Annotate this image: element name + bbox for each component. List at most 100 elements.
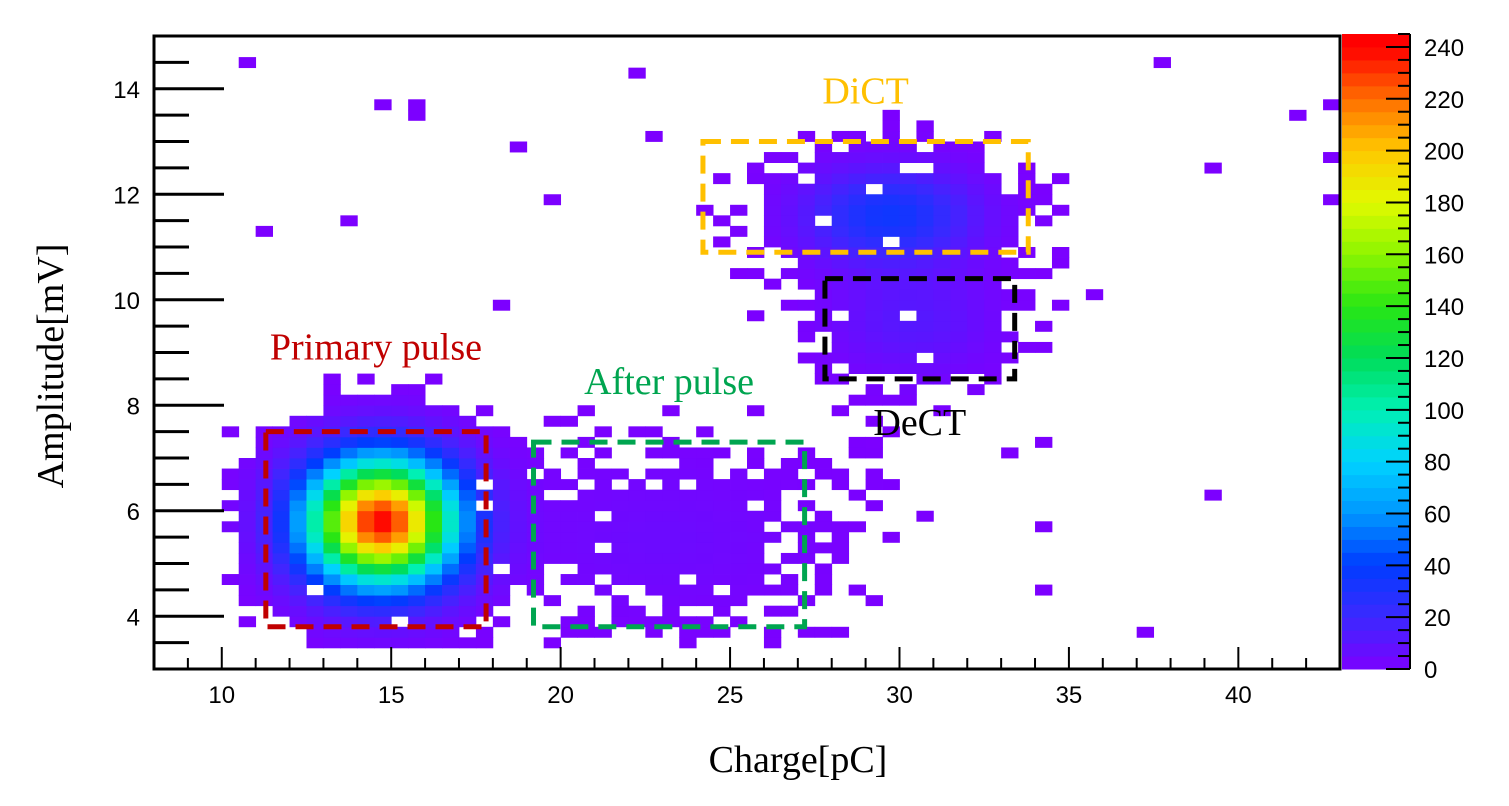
heatmap-cell	[831, 531, 850, 543]
heatmap-cell	[1035, 320, 1053, 332]
heatmap-cell	[797, 194, 816, 206]
heatmap-cell	[306, 447, 324, 459]
heatmap-cell	[916, 130, 934, 142]
heatmap-cell	[357, 458, 375, 469]
heatmap-cell	[916, 331, 934, 343]
heatmap-cell	[865, 436, 883, 448]
heatmap-cell	[814, 141, 833, 153]
heatmap-cell	[747, 173, 765, 185]
heatmap-cell	[577, 489, 595, 501]
heatmap-cell	[882, 268, 900, 280]
heatmap-cell	[865, 479, 883, 491]
heatmap-cell	[238, 531, 257, 543]
heatmap-cell	[577, 542, 595, 554]
heatmap-cell	[713, 531, 731, 543]
heatmap-cell	[984, 352, 1002, 364]
heatmap-cell	[543, 415, 562, 427]
heatmap-cell	[340, 468, 358, 480]
heatmap-cell	[814, 268, 833, 280]
heatmap-cell	[679, 626, 697, 638]
heatmap-cell	[713, 563, 731, 575]
heatmap-cell	[1051, 173, 1070, 185]
heatmap-cell	[882, 120, 900, 132]
heatmap-cell	[984, 130, 1002, 142]
heatmap-cell	[730, 204, 748, 216]
heatmap-cell	[662, 552, 680, 564]
heatmap-cell	[713, 626, 731, 638]
heatmap-cell	[408, 584, 426, 596]
heatmap-cell	[306, 616, 324, 628]
heatmap-cell	[1085, 289, 1104, 301]
heatmap-cell	[780, 574, 799, 585]
heatmap-cell	[899, 352, 917, 364]
heatmap-cell	[628, 531, 646, 543]
heatmap-cell	[577, 468, 595, 480]
heatmap-cell	[865, 320, 883, 332]
heatmap-cell	[391, 563, 409, 575]
heatmap-cell	[391, 574, 409, 585]
heatmap-cell	[526, 510, 545, 522]
heatmap-cell	[899, 204, 917, 216]
heatmap-cell	[916, 257, 934, 269]
heatmap-cell	[696, 204, 714, 216]
heatmap-cell	[306, 510, 324, 522]
heatmap-cell	[814, 542, 833, 554]
heatmap-cell	[848, 194, 866, 206]
heatmap-cell	[696, 426, 714, 438]
heatmap-cell	[442, 500, 460, 512]
heatmap-cell	[391, 605, 409, 617]
heatmap-cell	[967, 194, 985, 206]
heatmap-cell	[662, 447, 680, 459]
heatmap-cell	[645, 552, 663, 564]
heatmap-cell	[340, 595, 358, 607]
heatmap-cell	[916, 299, 934, 311]
heatmap-cell	[933, 257, 951, 269]
heatmap-cell	[238, 489, 257, 501]
colorbar-band	[1342, 176, 1410, 191]
heatmap-cell	[577, 552, 595, 564]
heatmap-cell	[543, 542, 562, 554]
heatmap-cell	[950, 215, 968, 227]
heatmap-cell	[442, 531, 460, 543]
heatmap-cell	[831, 299, 850, 311]
heatmap-cell	[831, 331, 850, 343]
heatmap-cell	[882, 278, 900, 290]
heatmap-cell	[425, 605, 443, 617]
heatmap-cell	[1018, 289, 1036, 301]
heatmap-cell	[797, 162, 816, 174]
heatmap-cell	[560, 552, 578, 564]
heatmap-cell	[238, 542, 257, 554]
heatmap-cell	[797, 236, 816, 248]
colorbar-band	[1342, 254, 1410, 268]
heatmap-cell	[780, 552, 799, 564]
heatmap-cell	[408, 436, 426, 448]
heatmap-cell	[967, 299, 985, 311]
heatmap-cell	[916, 204, 934, 216]
heatmap-cell	[323, 595, 341, 607]
heatmap-cell	[492, 595, 511, 607]
heatmap-cell	[730, 468, 748, 480]
colorbar-band	[1342, 435, 1410, 450]
heatmap-cell	[458, 563, 477, 575]
heatmap-cell	[797, 320, 816, 332]
colorbar-band	[1342, 111, 1410, 126]
heatmap-cell	[865, 173, 883, 185]
heatmap-cell	[730, 595, 748, 607]
heatmap-cell	[509, 563, 528, 575]
heatmap-cell	[340, 447, 358, 459]
heatmap-cell	[357, 436, 375, 448]
heatmap-cell	[408, 574, 426, 585]
heatmap-cell	[662, 595, 680, 607]
colorbar-band	[1342, 215, 1410, 229]
heatmap-cell	[848, 394, 866, 406]
heatmap-cell	[560, 500, 578, 512]
heatmap-cell	[662, 436, 680, 448]
heatmap-cell	[780, 605, 799, 617]
heatmap-cell	[323, 373, 341, 385]
heatmap-cell	[696, 542, 714, 554]
heatmap-cell	[696, 479, 714, 491]
x-tick-label: 35	[1056, 682, 1083, 709]
heatmap-cell	[628, 552, 646, 564]
heatmap-cell	[340, 584, 358, 596]
heatmap-cell	[289, 584, 307, 596]
